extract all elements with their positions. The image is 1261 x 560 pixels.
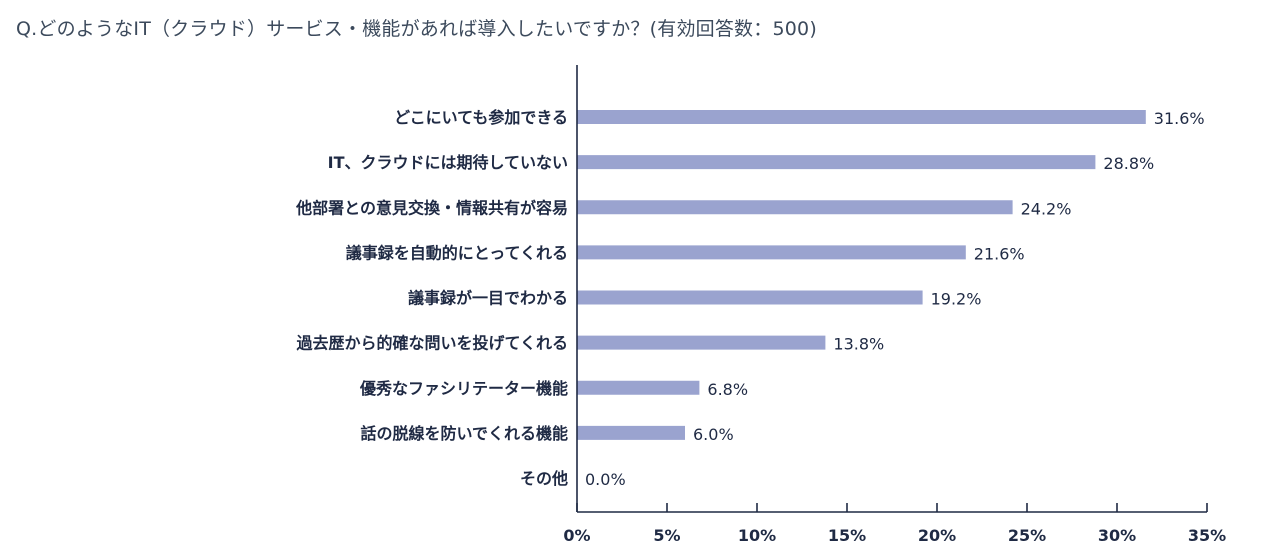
category-label: 話の脱線を防いでくれる機能 (360, 424, 568, 443)
x-tick-label: 15% (828, 526, 866, 545)
bar (577, 290, 923, 305)
bar (577, 380, 700, 395)
x-tick-label: 20% (918, 526, 956, 545)
category-label: 過去歴から的確な問いを投げてくれる (295, 334, 568, 353)
category-label: 他部署との意見交換・情報共有が容易 (295, 198, 568, 217)
value-label: 31.6% (1154, 109, 1205, 128)
bar (577, 245, 966, 260)
bars-group (577, 110, 1146, 440)
chart-title: Q.どのようなIT（クラウド）サービス・機能があれば導入したいですか？(有効回答… (16, 18, 817, 40)
value-label: 6.0% (693, 425, 734, 444)
value-label: 24.2% (1021, 199, 1072, 218)
value-labels-group: 31.6% 28.8% 24.2% 21.6% 19.2% 13.8% 6.8% 6.0% 0.… (585, 109, 1205, 489)
x-tick-label: 25% (1008, 526, 1046, 545)
bar (577, 425, 685, 440)
value-label: 21.6% (974, 244, 1025, 263)
x-tick-label: 0% (563, 526, 590, 545)
bar (577, 200, 1013, 215)
category-label: 議事録が一目でわかる (408, 289, 568, 308)
x-tick-label: 5% (653, 526, 680, 545)
bar (577, 335, 826, 350)
category-label: どこにいても参加できる (394, 108, 568, 127)
category-label: その他 (520, 469, 568, 488)
axes-group: 0% 5% 10% 15% 20% 25% 30% 35% (563, 65, 1226, 545)
value-label: 6.8% (707, 380, 748, 399)
category-label: 優秀なファシリテーター機能 (359, 379, 568, 398)
value-label: 19.2% (931, 290, 982, 309)
bar (577, 110, 1146, 124)
value-label: 28.8% (1103, 154, 1154, 173)
category-label: 議事録を自動的にとってくれる (346, 243, 568, 262)
x-tick-label: 10% (738, 526, 776, 545)
value-label: 0.0% (585, 470, 626, 489)
category-labels-group: どこにいても参加できる IT、クラウドには期待していない他部署との意見交換・情報共… (295, 108, 568, 488)
x-tick-label: 35% (1188, 526, 1226, 545)
x-tick-label: 30% (1098, 526, 1136, 545)
category-label: IT、クラウドには期待していない (328, 153, 568, 172)
value-label: 13.8% (833, 335, 884, 354)
bar (577, 155, 1096, 170)
